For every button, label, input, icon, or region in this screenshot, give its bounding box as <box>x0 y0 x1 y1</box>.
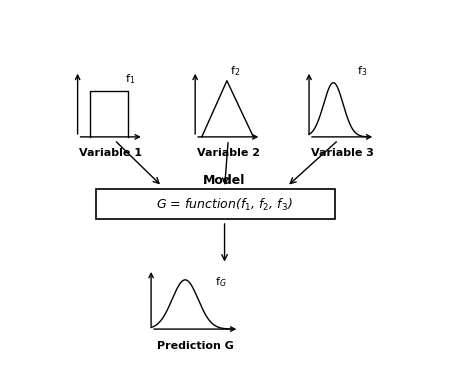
FancyBboxPatch shape <box>96 190 335 220</box>
Text: Variable 2: Variable 2 <box>197 149 260 158</box>
Text: Variable 3: Variable 3 <box>310 149 374 158</box>
Text: f$_G$: f$_G$ <box>215 275 226 289</box>
Text: Variable 1: Variable 1 <box>79 149 142 158</box>
Text: Prediction G: Prediction G <box>157 340 234 351</box>
Text: Model: Model <box>203 174 246 187</box>
Text: f$_3$: f$_3$ <box>356 64 367 78</box>
Text: f$_1$: f$_1$ <box>125 72 136 86</box>
Text: f$_2$: f$_2$ <box>229 64 240 78</box>
Text: G = function(f$_1$, f$_2$, f$_3$): G = function(f$_1$, f$_2$, f$_3$) <box>156 197 293 213</box>
